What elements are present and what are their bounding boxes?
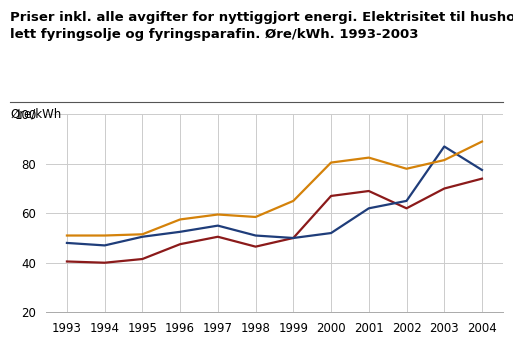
Elektrisitet [64,241,70,245]
Fyringsolje [441,186,447,191]
Elektrisitet [102,243,108,248]
Parafin [252,215,259,219]
Parafin [479,139,485,144]
Line: Elektrisitet: Elektrisitet [67,147,482,245]
Text: Øre/kWh: Øre/kWh [10,107,62,120]
Line: Parafin: Parafin [67,142,482,236]
Fyringsolje [64,259,70,264]
Line: Fyringsolje: Fyringsolje [67,179,482,263]
Parafin [215,212,221,217]
Fyringsolje [479,176,485,181]
Parafin [140,232,146,236]
Text: Priser inkl. alle avgifter for nyttiggjort energi. Elektrisitet til husholdninge: Priser inkl. alle avgifter for nyttiggjo… [10,11,513,41]
Elektrisitet [140,234,146,239]
Fyringsolje [328,194,334,198]
Parafin [403,167,409,171]
Parafin [290,199,297,203]
Fyringsolje [366,189,372,193]
Fyringsolje [252,244,259,249]
Fyringsolje [140,257,146,261]
Fyringsolje [102,261,108,265]
Elektrisitet [403,199,409,203]
Fyringsolje [215,234,221,239]
Parafin [177,217,183,222]
Fyringsolje [403,206,409,211]
Parafin [328,160,334,165]
Legend: Fyringsolje, Elektrisitet, Parafin: Fyringsolje, Elektrisitet, Parafin [109,362,440,363]
Parafin [441,158,447,162]
Parafin [366,155,372,160]
Fyringsolje [177,242,183,246]
Elektrisitet [215,224,221,228]
Elektrisitet [290,236,297,240]
Parafin [102,233,108,238]
Elektrisitet [479,168,485,172]
Elektrisitet [252,233,259,238]
Elektrisitet [177,230,183,234]
Elektrisitet [328,231,334,235]
Elektrisitet [366,206,372,211]
Fyringsolje [290,236,297,240]
Elektrisitet [441,144,447,149]
Parafin [64,233,70,238]
